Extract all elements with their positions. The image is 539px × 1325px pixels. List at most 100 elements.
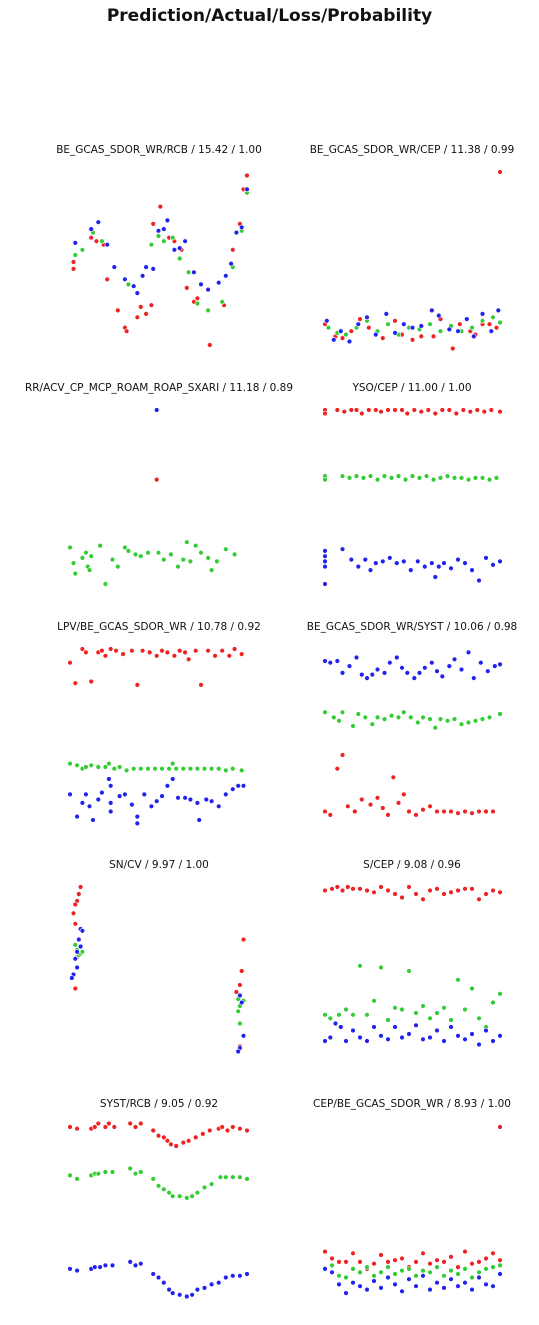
red-point [428,888,433,893]
green-point [393,1005,398,1010]
red-point [457,322,462,327]
red-point [344,1260,349,1265]
blue-point [80,928,85,933]
red-point [232,647,237,652]
green-point [236,1009,241,1014]
scatter-panel: YSO/CEP / 11.00 / 1.00 [323,382,503,586]
red-point [421,1251,426,1256]
green-point [379,965,384,970]
blue-point [463,1037,468,1042]
green-point [382,717,387,722]
blue-point [229,261,234,266]
red-point [154,653,159,658]
blue-point [428,1035,433,1040]
red-point [133,1125,138,1130]
green-point [403,477,408,482]
blue-point [89,227,94,232]
green-point [487,477,492,482]
green-point [435,1011,440,1016]
green-point [340,710,345,715]
blue-point [241,1033,246,1038]
blue-point [417,671,422,676]
blue-point [363,557,368,562]
blue-point [466,650,471,655]
blue-point [463,561,468,566]
blue-point [365,676,370,681]
red-point [386,888,391,893]
green-point [209,568,214,573]
blue-point [172,247,177,252]
red-point [200,1132,205,1137]
red-point [456,888,461,893]
blue-point [484,556,489,561]
panel-title: BE_GCAS_SDOR_WR/SYST / 10.06 / 0.98 [307,621,517,633]
green-point [431,477,436,482]
red-point [391,775,396,780]
blue-point [100,790,105,795]
green-point [456,977,461,982]
red-point [160,648,165,653]
blue-point [456,329,461,334]
blue-point [323,1267,328,1272]
blue-point [323,582,328,587]
blue-point [372,1025,377,1030]
blue-point [349,557,354,562]
blue-point [408,568,413,573]
blue-point [128,1260,133,1265]
green-point [209,1182,214,1187]
green-point [188,766,193,771]
blue-point [449,1025,454,1030]
blue-point [241,783,246,788]
blue-point [192,270,197,275]
green-point [170,235,175,240]
blue-point [477,1275,482,1280]
blue-point [422,564,427,569]
blue-point [209,799,214,804]
blue-point [324,318,329,323]
red-point [75,1126,80,1131]
green-point [110,1170,115,1175]
green-point [323,1012,328,1017]
green-point [161,239,166,244]
blue-point [496,308,501,313]
green-point [199,550,204,555]
red-point [206,648,211,653]
blue-point [477,578,482,583]
green-point [153,766,158,771]
blue-point [245,1272,250,1277]
blue-point [160,794,165,799]
red-point [135,315,140,320]
green-point [206,556,211,561]
green-point [73,253,78,258]
green-point [238,1021,243,1026]
blue-point [449,566,454,571]
red-point [73,986,78,991]
blue-point [144,265,149,270]
scatter-panel: CEP/BE_GCAS_SDOR_WR / 8.93 / 1.00 [313,1098,511,1296]
blue-point [435,1280,440,1285]
blue-point [442,561,447,566]
red-point [412,408,417,413]
blue-point [154,408,159,413]
red-point [73,921,78,926]
blue-point [338,1025,343,1030]
green-point [347,476,352,481]
green-point [370,722,375,727]
red-point [470,1261,475,1266]
blue-point [498,559,503,564]
red-point [463,886,468,891]
red-point [330,1256,335,1261]
blue-point [410,325,415,330]
green-point [215,559,220,564]
blue-point [176,795,181,800]
red-point [426,408,431,413]
blue-point [135,291,140,296]
blue-point [373,332,378,337]
blue-point [103,1263,108,1268]
red-point [375,795,380,800]
blue-point [354,655,359,660]
blue-point [151,267,156,272]
green-point [223,547,228,552]
red-point [154,477,159,482]
blue-point [356,564,361,569]
